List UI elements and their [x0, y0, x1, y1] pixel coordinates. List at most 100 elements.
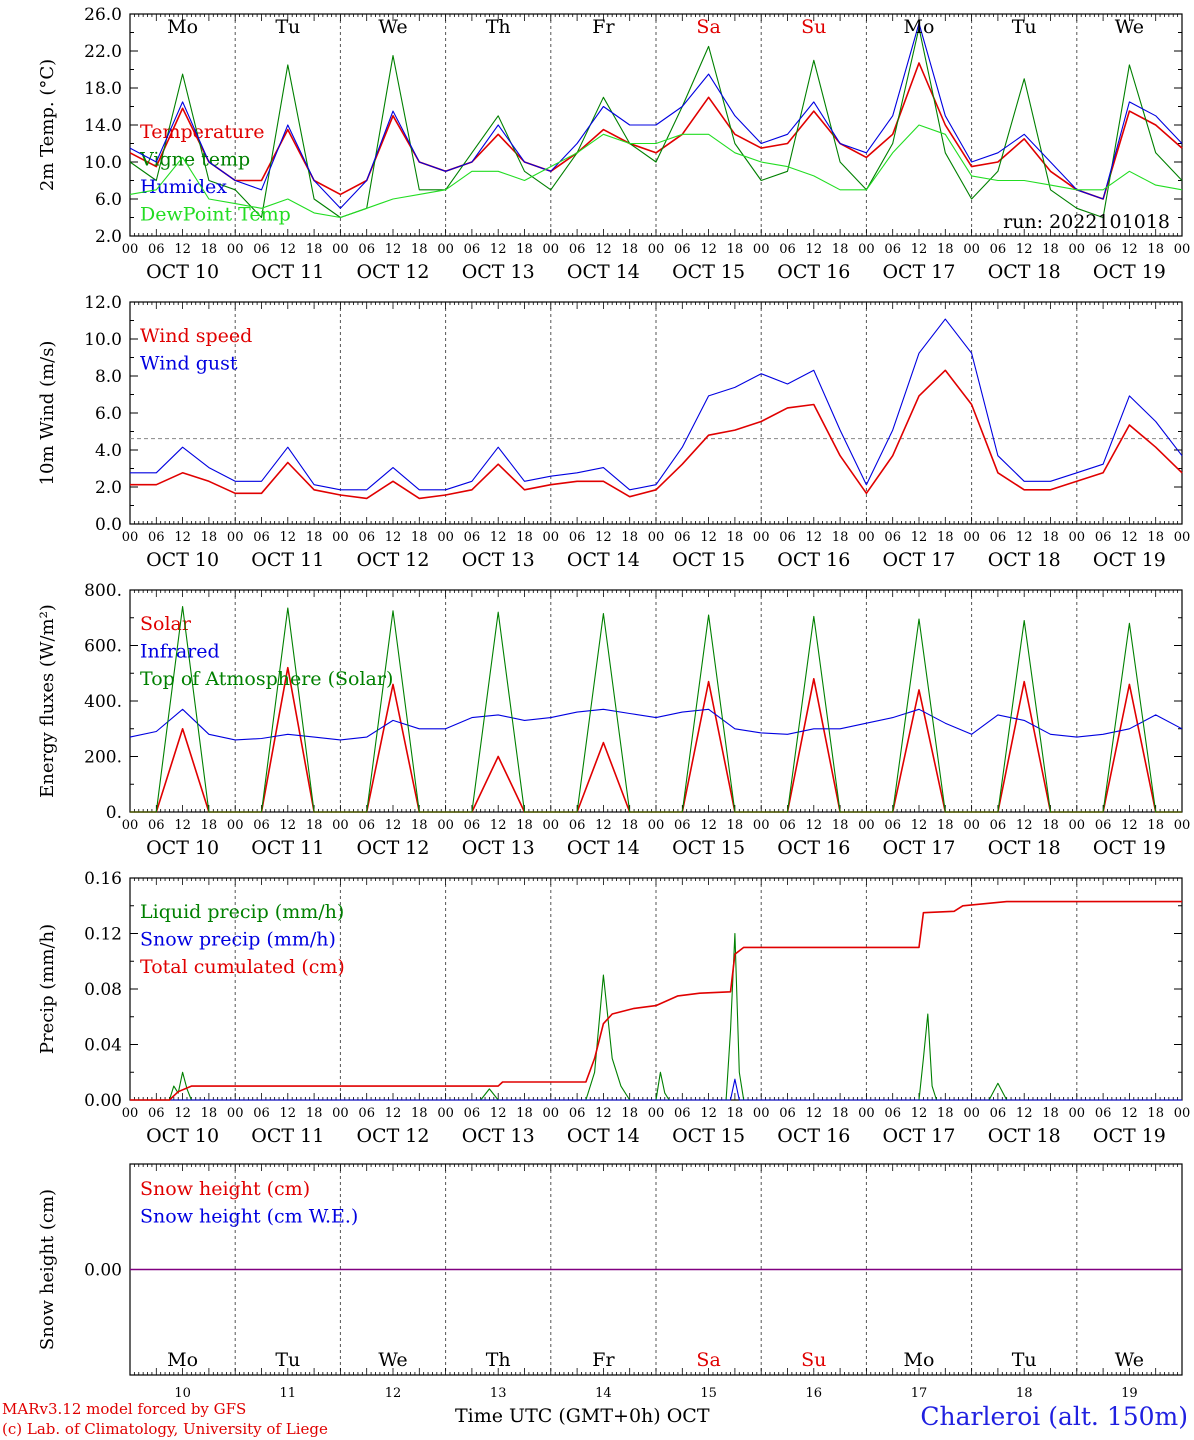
panel-2-series-1-line — [130, 369, 1183, 500]
panel-4-y-tick-label: 0.04 — [84, 1036, 122, 1056]
panel-2-date-label: OCT 16 — [777, 549, 850, 571]
panel-4-hour-label: 06 — [779, 1106, 796, 1121]
panel-1-hour-label: 12 — [595, 242, 612, 257]
panel-1-hour-label: 12 — [174, 242, 191, 257]
panel-2-y-tick-label: 8.0 — [95, 367, 122, 387]
panel-4-hour-label: 00 — [332, 1106, 349, 1121]
panel-4-hour-label: 18 — [201, 1106, 218, 1121]
panel-1-y-tick-label: 6.0 — [95, 190, 122, 210]
panel-1-date-label: OCT 11 — [251, 261, 324, 283]
panel-3-hour-label: 06 — [779, 818, 796, 833]
panel-3-hour-label: 06 — [674, 818, 691, 833]
panel-1-y-tick-label: 26.0 — [84, 5, 122, 25]
panel-2-hour-label: 00 — [648, 530, 665, 545]
panel-2-hour-label: 00 — [332, 530, 349, 545]
panel-3-series-3-line — [130, 606, 1182, 813]
day-name-bottom-9: Tu — [1012, 1349, 1037, 1371]
panel-3-date-label: OCT 14 — [567, 837, 640, 859]
panel-3-y-tick-label: 600. — [84, 637, 122, 657]
panel-1-hour-label: 12 — [1016, 242, 1033, 257]
panel-4-hour-label: 12 — [1016, 1106, 1033, 1121]
panel-3-hour-label: 12 — [911, 818, 928, 833]
panel-2-y-tick-label: 6.0 — [95, 404, 122, 424]
panel-3-hour-label: 18 — [1147, 818, 1164, 833]
panel-2-series-2-line — [130, 318, 1183, 491]
panel-2-date-label: OCT 19 — [1093, 549, 1166, 571]
panel-1-legend-4: DewPoint Temp — [140, 204, 291, 226]
panel-1-hour-label: 00 — [543, 242, 560, 257]
panel-4-hour-label: 12 — [280, 1106, 297, 1121]
day-name-top-6: Sa — [696, 16, 720, 38]
date-number-3: 12 — [385, 1386, 402, 1401]
panel-3-hour-label: 06 — [569, 818, 586, 833]
panel-4-date-label: OCT 12 — [356, 1125, 429, 1147]
panel-2-hour-label: 12 — [490, 530, 507, 545]
panel-4-date-label: OCT 14 — [567, 1125, 640, 1147]
panel-4-hour-label: 06 — [884, 1106, 901, 1121]
panel-1-hour-label: 00 — [753, 242, 770, 257]
panel-1-legend-1: Temperature — [140, 121, 264, 143]
panel-1-hour-label: 00 — [227, 242, 244, 257]
panel-2-hour-label: 18 — [411, 530, 428, 545]
panel-4-hour-label: 06 — [253, 1106, 270, 1121]
panel-2-hour-label: 18 — [516, 530, 533, 545]
panel-1-hour-label: 06 — [779, 242, 796, 257]
panel-2-hour-label: 18 — [832, 530, 849, 545]
panel-1-hour-label: 12 — [911, 242, 928, 257]
panel-3-hour-label: 00 — [858, 818, 875, 833]
panel-4-hour-label: 06 — [990, 1106, 1007, 1121]
panel-1-hour-label: 18 — [516, 242, 533, 257]
panel-2-hour-label: 18 — [1147, 530, 1164, 545]
panel-2-hour-label: 06 — [779, 530, 796, 545]
panel-2-date-label: OCT 17 — [882, 549, 955, 571]
panel-2-hour-label: 00 — [437, 530, 454, 545]
panel-2-hour-label: 06 — [253, 530, 270, 545]
panel-1-hour-label: 12 — [490, 242, 507, 257]
panel-1-legend-2: Vigne temp — [139, 149, 250, 171]
panel-4-date-label: OCT 19 — [1093, 1125, 1166, 1147]
panel-3-date-label: OCT 13 — [462, 837, 535, 859]
panel-2-hour-label: 12 — [595, 530, 612, 545]
day-name-bottom-3: We — [378, 1349, 407, 1371]
panel-3-hour-label: 00 — [753, 818, 770, 833]
day-name-top-5: Fr — [592, 16, 615, 38]
panel-1-date-label: OCT 18 — [988, 261, 1061, 283]
panel-1-y-tick-label: 18.0 — [84, 79, 122, 99]
panel-2-hour-label: 18 — [727, 530, 744, 545]
date-number-4: 13 — [490, 1386, 507, 1401]
day-name-bottom-10: We — [1115, 1349, 1144, 1371]
panel-4-hour-label: 12 — [806, 1106, 823, 1121]
panel-3-series-2-line — [129, 708, 1183, 741]
panel-1-date-label: OCT 16 — [777, 261, 850, 283]
date-number-6: 15 — [700, 1386, 717, 1401]
panel-2-hour-label: 06 — [569, 530, 586, 545]
day-name-top-10: We — [1115, 16, 1144, 38]
panel-4-hour-label: 00 — [963, 1106, 980, 1121]
panel-4-hour-label: 00 — [858, 1106, 875, 1121]
panel-4-hour-label: 18 — [411, 1106, 428, 1121]
panel-3-hour-label: 12 — [490, 818, 507, 833]
panel-4-hour-label: 06 — [1095, 1106, 1112, 1121]
panel-2-legend-2: Wind gust — [140, 353, 238, 375]
panel-4-hour-label: 00 — [227, 1106, 244, 1121]
panel-2-hour-label: 06 — [148, 530, 165, 545]
panel-3-hour-label: 06 — [253, 818, 270, 833]
day-name-bottom-5: Fr — [592, 1349, 615, 1371]
date-number-5: 14 — [595, 1386, 612, 1401]
day-name-top-9: Tu — [1012, 16, 1037, 38]
panel-3-hour-label: 12 — [1121, 818, 1138, 833]
panel-1-hour-label: 12 — [700, 242, 717, 257]
panel-4-y-tick-label: 0.12 — [84, 925, 122, 945]
panel-5-y-axis-label: Snow height (cm) — [37, 1189, 58, 1350]
panel-1-hour-label: 06 — [148, 242, 165, 257]
panel-1-hour-label: 00 — [437, 242, 454, 257]
panel-3-hour-label: 00 — [437, 818, 454, 833]
panel-2-date-label: OCT 14 — [567, 549, 640, 571]
panel-3-hour-label: 06 — [990, 818, 1007, 833]
station-name: Charleroi (alt. 150m) — [920, 1402, 1188, 1431]
panel-3-date-label: OCT 17 — [882, 837, 955, 859]
panel-2-hour-label: 00 — [858, 530, 875, 545]
panel-1-hour-label: 00 — [332, 242, 349, 257]
panel-2-hour-label: 06 — [990, 530, 1007, 545]
